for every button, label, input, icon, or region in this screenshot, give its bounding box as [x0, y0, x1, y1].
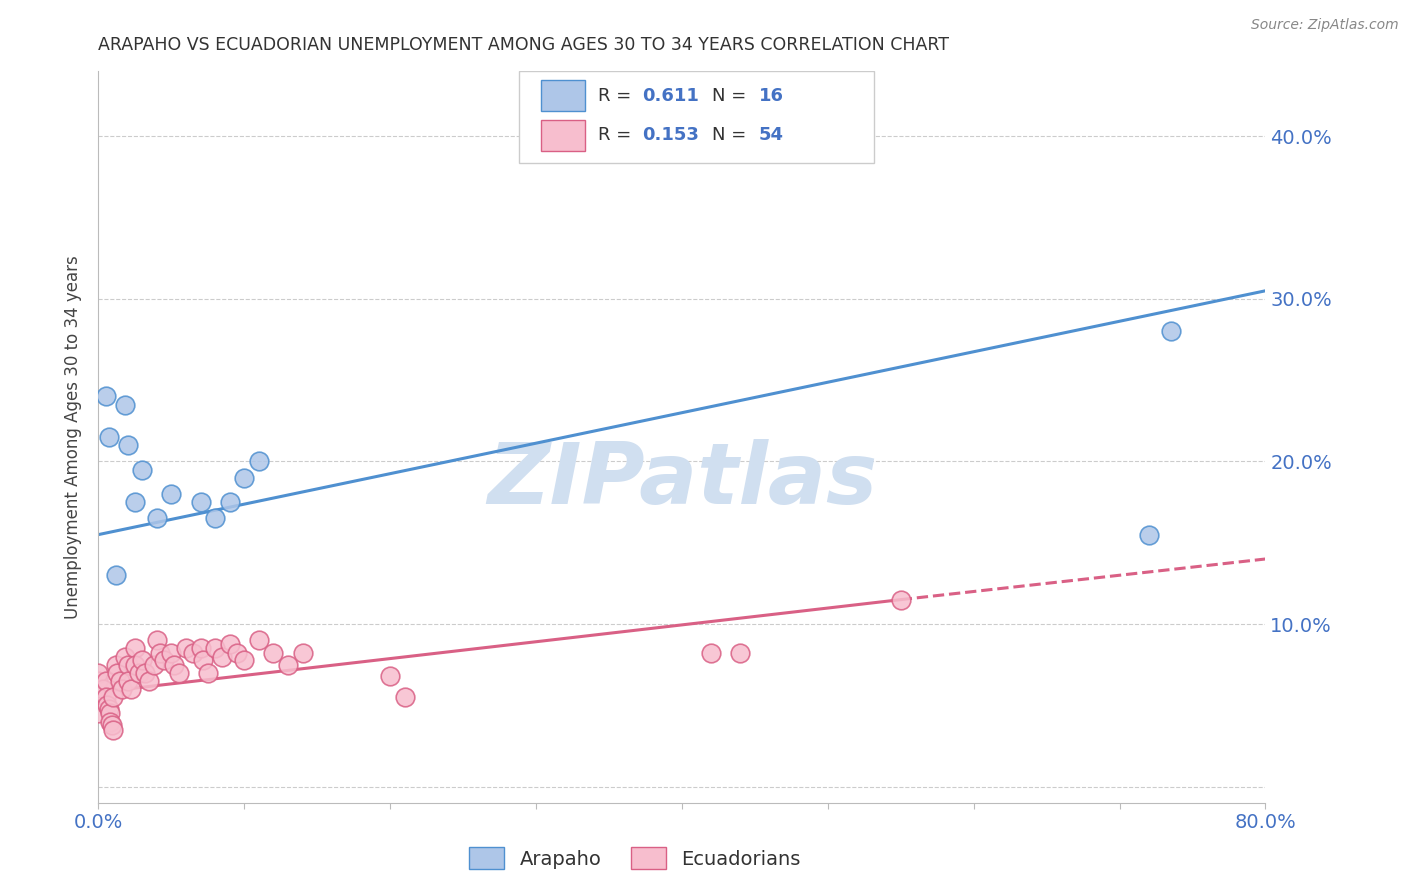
Point	[111, 681, 134, 696]
Point	[146, 633, 169, 648]
Text: N =: N =	[713, 127, 752, 145]
Text: R =: R =	[598, 127, 637, 145]
FancyBboxPatch shape	[541, 120, 585, 151]
Point	[97, 430, 120, 444]
Point	[233, 471, 256, 485]
Point	[128, 665, 150, 680]
Point	[233, 653, 256, 667]
Point	[131, 462, 153, 476]
Point	[211, 649, 233, 664]
Point	[94, 673, 117, 688]
Point	[167, 665, 190, 680]
FancyBboxPatch shape	[541, 80, 585, 112]
Point	[700, 646, 723, 660]
Point	[101, 723, 124, 737]
Point	[728, 646, 751, 660]
Point	[117, 657, 139, 672]
Point	[1160, 325, 1182, 339]
Point	[394, 690, 416, 705]
Point	[100, 718, 122, 732]
Point	[190, 495, 212, 509]
Point	[218, 636, 240, 650]
Text: Source: ZipAtlas.com: Source: ZipAtlas.com	[1251, 18, 1399, 32]
Point	[291, 646, 314, 660]
Point	[197, 665, 219, 680]
Point	[124, 495, 146, 509]
Point	[124, 657, 146, 672]
Point	[131, 653, 153, 667]
Point	[190, 641, 212, 656]
Point	[134, 665, 156, 680]
Point	[105, 665, 128, 680]
Point	[104, 568, 127, 582]
Point	[94, 389, 117, 403]
Text: ZIPatlas: ZIPatlas	[486, 440, 877, 523]
Point	[890, 592, 912, 607]
Text: 16: 16	[759, 87, 785, 105]
FancyBboxPatch shape	[519, 71, 875, 162]
Text: 54: 54	[759, 127, 785, 145]
Point	[226, 646, 249, 660]
Point	[120, 681, 142, 696]
Point	[174, 641, 197, 656]
Point	[94, 690, 117, 705]
Point	[124, 641, 146, 656]
Point	[97, 701, 120, 715]
Point	[160, 646, 183, 660]
Point	[262, 646, 284, 660]
Point	[146, 511, 169, 525]
Point	[96, 698, 118, 713]
Point	[193, 653, 215, 667]
Point	[160, 487, 183, 501]
Point	[87, 690, 110, 705]
Point	[204, 511, 226, 525]
Point	[378, 669, 402, 683]
Point	[142, 657, 165, 672]
Point	[1137, 527, 1160, 541]
Text: R =: R =	[598, 87, 637, 105]
Point	[114, 398, 136, 412]
Point	[87, 706, 110, 721]
Point	[218, 495, 240, 509]
Point	[91, 681, 114, 696]
Point	[204, 641, 226, 656]
Point	[247, 454, 270, 468]
Point	[87, 665, 110, 680]
Point	[163, 657, 186, 672]
Point	[114, 649, 136, 664]
Point	[110, 673, 132, 688]
Point	[98, 714, 121, 729]
Point	[87, 673, 110, 688]
Point	[149, 646, 172, 660]
Text: ARAPAHO VS ECUADORIAN UNEMPLOYMENT AMONG AGES 30 TO 34 YEARS CORRELATION CHART: ARAPAHO VS ECUADORIAN UNEMPLOYMENT AMONG…	[98, 36, 949, 54]
Point	[117, 673, 139, 688]
Point	[104, 657, 127, 672]
Point	[277, 657, 299, 672]
Legend: Arapaho, Ecuadorians: Arapaho, Ecuadorians	[461, 839, 808, 877]
Point	[138, 673, 160, 688]
Point	[101, 690, 124, 705]
Point	[181, 646, 204, 660]
Y-axis label: Unemployment Among Ages 30 to 34 years: Unemployment Among Ages 30 to 34 years	[65, 255, 83, 619]
Text: N =: N =	[713, 87, 752, 105]
Point	[153, 653, 176, 667]
Point	[98, 706, 121, 721]
Point	[247, 633, 270, 648]
Point	[117, 438, 139, 452]
Text: 0.611: 0.611	[643, 87, 699, 105]
Text: 0.153: 0.153	[643, 127, 699, 145]
